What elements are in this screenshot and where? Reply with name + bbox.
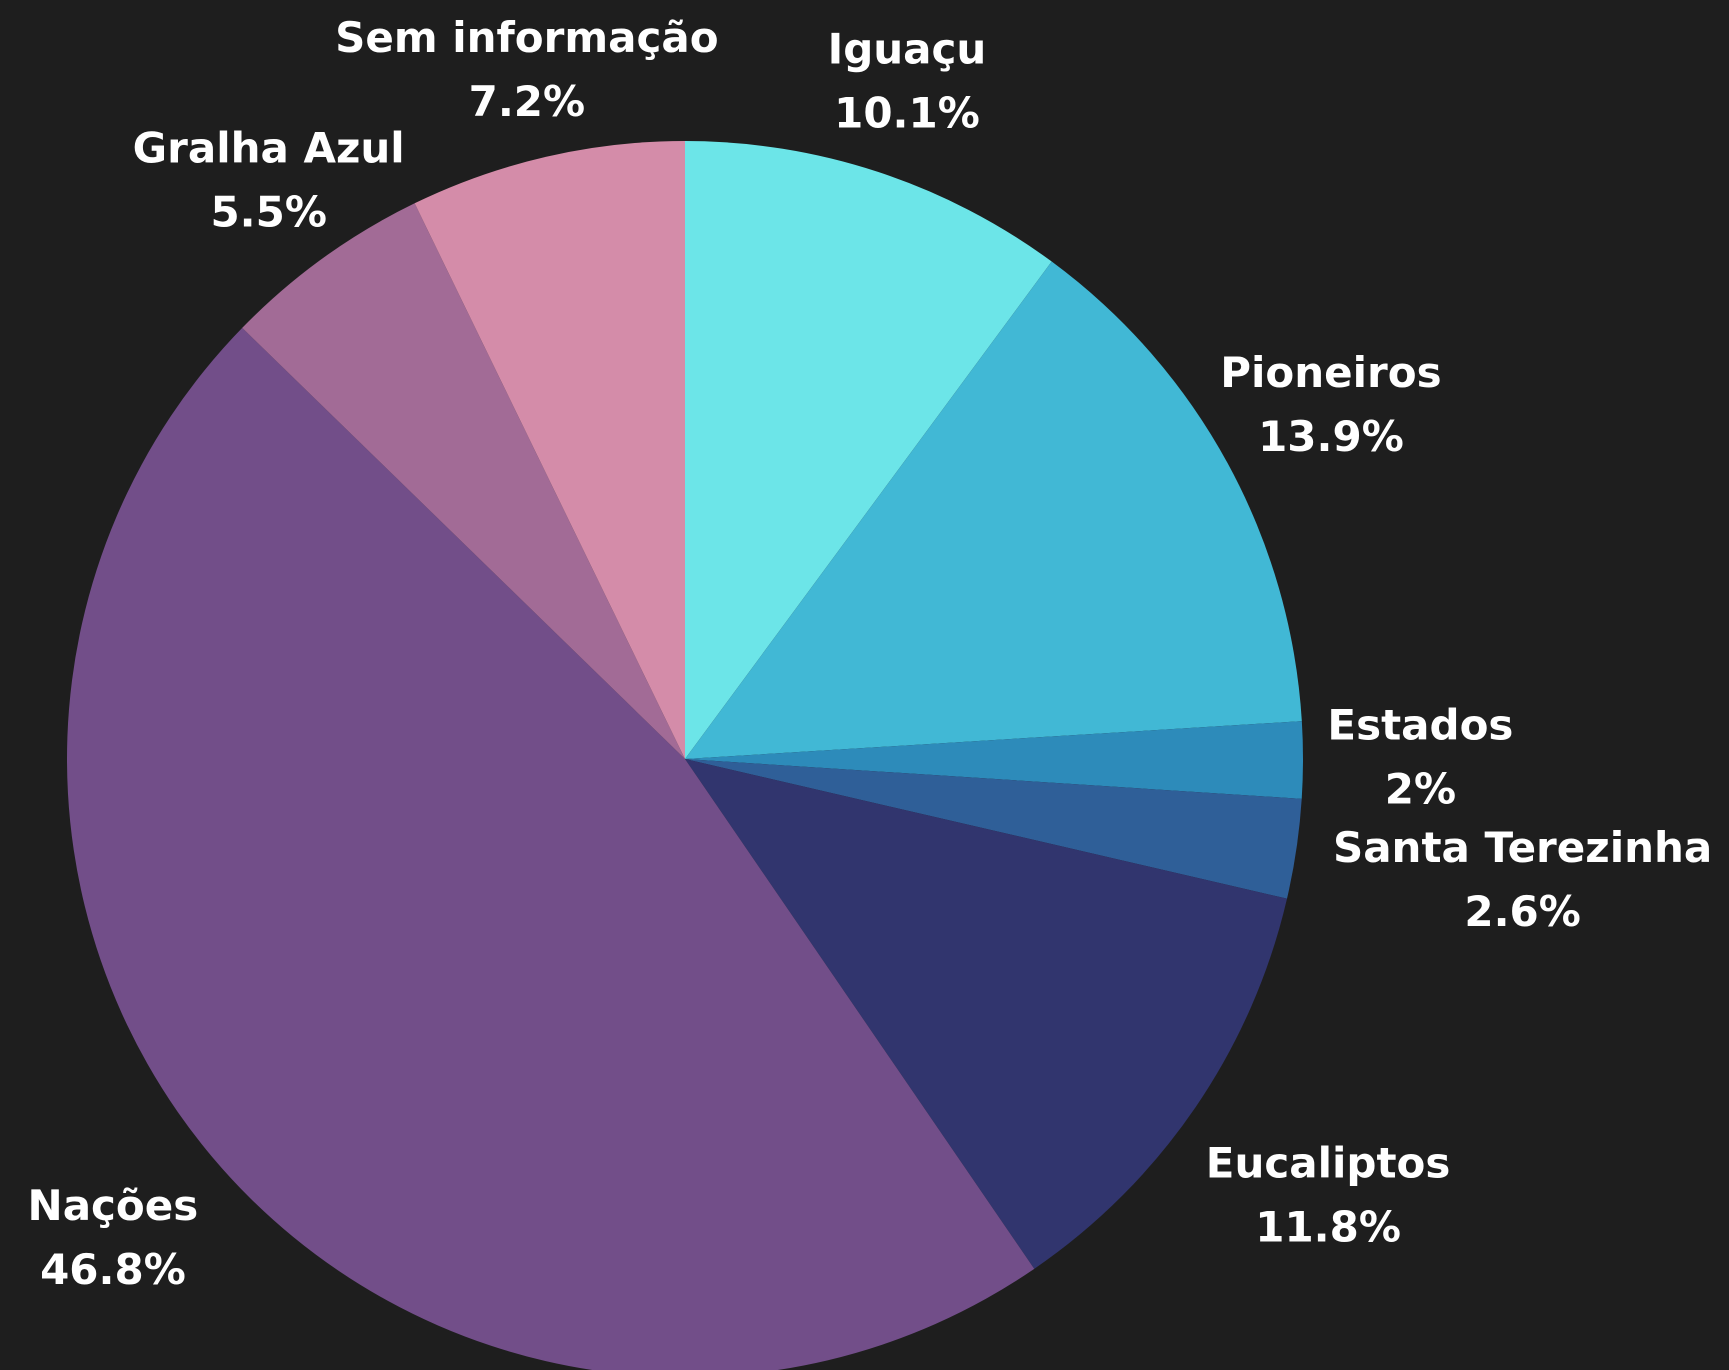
slice-label: Santa Terezinha [1333, 823, 1712, 872]
slice-label: Estados [1327, 701, 1513, 750]
slice-value-label: 10.1% [834, 88, 980, 137]
slice-value-label: 7.2% [469, 77, 585, 126]
pie-slice [685, 141, 1052, 759]
pie-slice [414, 141, 685, 759]
slice-label: Sem informação [335, 13, 718, 62]
pie-slice [685, 759, 1288, 1269]
pie-slice [685, 759, 1302, 899]
pie-slice [685, 261, 1302, 759]
slice-value-label: 5.5% [210, 187, 326, 236]
slice-value-label: 2% [1385, 765, 1456, 814]
slice-label: Pioneiros [1220, 348, 1441, 397]
slice-label: Nações [28, 1181, 199, 1230]
slice-label: Eucaliptos [1206, 1139, 1451, 1188]
slice-value-label: 46.8% [40, 1245, 186, 1294]
slice-value-label: 2.6% [1464, 887, 1580, 936]
pie-slice [67, 327, 1035, 1370]
pie-slice [242, 203, 685, 760]
slice-label: Iguaçu [828, 24, 987, 73]
slice-label: Gralha Azul [133, 123, 405, 172]
pie-slice [685, 721, 1303, 799]
slice-value-label: 13.9% [1258, 412, 1404, 461]
slice-value-label: 11.8% [1255, 1203, 1401, 1252]
